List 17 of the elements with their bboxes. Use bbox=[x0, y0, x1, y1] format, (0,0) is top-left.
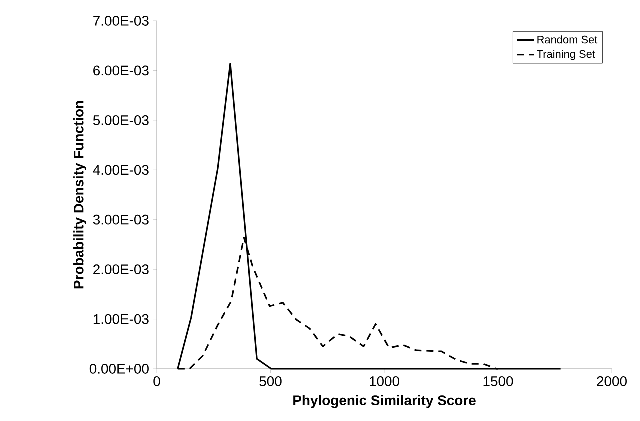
y-tick-label: 4.00E-03 bbox=[93, 165, 149, 176]
y-tick-label: 7.00E-03 bbox=[94, 16, 149, 26]
y-tick-label: 3.00E-03 bbox=[93, 214, 149, 225]
y-axis-title: Probability Density Function bbox=[74, 101, 87, 289]
legend-label: Training Set bbox=[537, 50, 596, 60]
y-tick-label: 6.00E-03 bbox=[94, 66, 149, 76]
legend-label: Random Set bbox=[538, 36, 598, 44]
y-tick-label: 2.00E-03 bbox=[94, 264, 149, 275]
x-tick-label: 500 bbox=[260, 376, 282, 386]
y-tick-label: 5.00E-03 bbox=[93, 115, 149, 126]
x-tick-label: 1500 bbox=[484, 376, 514, 386]
x-tick-label: 1000 bbox=[370, 376, 400, 386]
y-tick-label: 1.00E-03 bbox=[94, 314, 149, 324]
x-axis-title: Phylogenic Similarity Score bbox=[294, 395, 476, 408]
x-tick-label: 0 bbox=[154, 376, 160, 386]
x-tick-label: 2000 bbox=[597, 376, 627, 386]
y-tick-label: 0.00E+00 bbox=[90, 364, 149, 374]
